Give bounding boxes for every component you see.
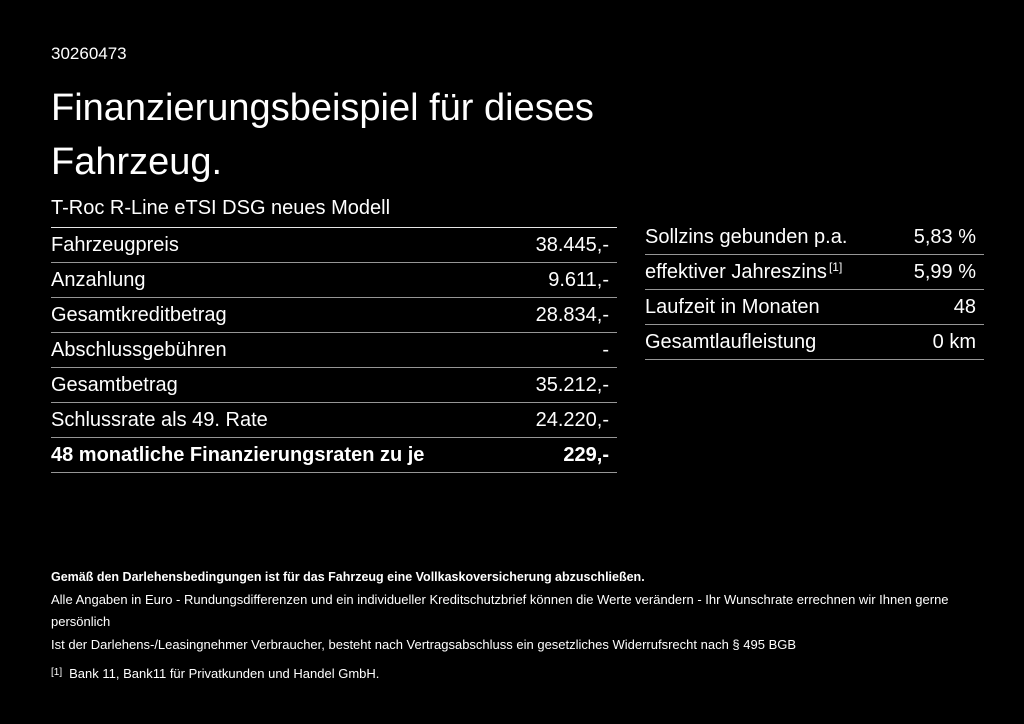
footer-disclaimers: Gemäß den Darlehensbedingungen ist für d… [51,566,984,688]
row-label: Abschlussgebühren [51,338,227,361]
footnote-text: Bank 11, Bank11 für Privatkunden und Han… [69,666,380,681]
row-value: 0 km [932,330,976,353]
page-title: Finanzierungsbeispiel für dieses Fahrzeu… [51,87,594,183]
row-value: 5,83 % [913,225,976,248]
disclaimer-line-1: Alle Angaben in Euro - Rundungsdifferenz… [51,591,949,630]
row-value: 28.834,- [535,303,609,326]
row-value: 5,99 % [913,260,976,283]
row-value: 35.212,- [535,373,609,396]
bank-footnote: [1] Bank 11, Bank11 für Privatkunden und … [51,663,984,688]
document-id: 30260473 [51,44,127,63]
row-label: Laufzeit in Monaten [645,295,820,318]
table-row-effektiver-jahreszins: effektiver Jahreszins [1] 5,99 % [645,255,984,290]
row-label-text: effektiver Jahreszins [645,260,827,283]
row-label: Gesamtkreditbetrag [51,303,227,326]
finance-table: T-Roc R-Line eTSI DSG neues Modell Fahrz… [51,189,617,473]
table-row-gesamtkreditbetrag: Gesamtkreditbetrag 28.834,- [51,298,617,333]
footnote-marker: [1] [51,667,63,678]
insurance-note: Gemäß den Darlehensbedingungen ist für d… [51,570,645,584]
content-area: 30260473 Finanzierungsbeispiel für diese… [51,44,984,688]
conditions-table: Sollzins gebunden p.a. 5,83 % effektiver… [645,220,984,360]
row-label: Fahrzeugpreis [51,233,179,256]
row-label: Anzahlung [51,268,146,291]
row-value: - [602,338,609,361]
row-label: 48 monatliche Finanzierungsraten zu je [51,443,425,466]
table-row-monatsrate: 48 monatliche Finanzierungsraten zu je 2… [51,438,617,473]
vehicle-model-subtitle: T-Roc R-Line eTSI DSG neues Modell [51,197,617,228]
row-value: 229,- [563,443,609,466]
row-value: 24.220,- [535,408,609,431]
finance-columns: T-Roc R-Line eTSI DSG neues Modell Fahrz… [51,189,984,473]
disclaimer-line-2: Ist der Darlehens-/Leasingnehmer Verbrau… [51,636,797,652]
row-label: Gesamtbetrag [51,373,178,396]
table-row-gesamtlaufleistung: Gesamtlaufleistung 0 km [645,325,984,360]
table-row-gesamtbetrag: Gesamtbetrag 35.212,- [51,368,617,403]
row-label: Schlussrate als 49. Rate [51,408,268,431]
footnote-reference: [1] [828,259,843,274]
row-value: 38.445,- [535,233,609,256]
row-value: 48 [953,295,976,318]
row-label: Gesamtlaufleistung [645,330,817,353]
row-label: Sollzins gebunden p.a. [645,225,848,248]
row-value: 9.611,- [548,268,609,291]
row-label: effektiver Jahreszins [1] [645,259,843,284]
table-row-fahrzeugpreis: Fahrzeugpreis 38.445,- [51,228,617,263]
table-row-abschlussgebuehren: Abschlussgebühren - [51,333,617,368]
table-row-anzahlung: Anzahlung 9.611,- [51,263,617,298]
table-row-schlussrate: Schlussrate als 49. Rate 24.220,- [51,403,617,438]
table-row-laufzeit: Laufzeit in Monaten 48 [645,290,984,325]
table-row-sollzins: Sollzins gebunden p.a. 5,83 % [645,220,984,255]
